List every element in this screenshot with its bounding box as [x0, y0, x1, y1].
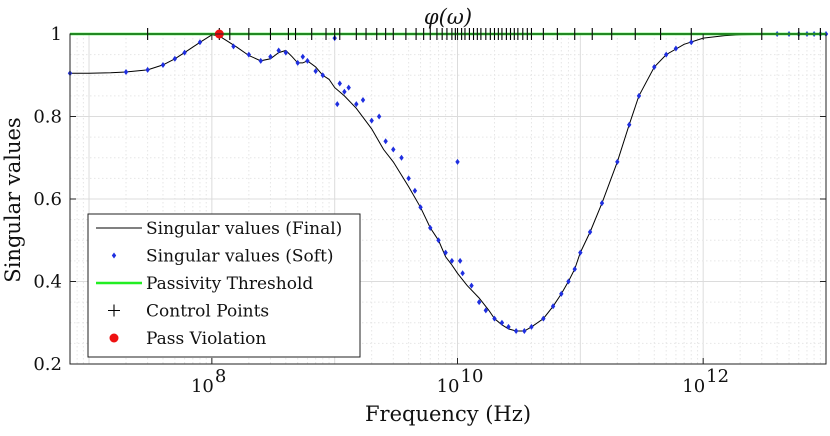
soft-marker: [483, 307, 489, 314]
x-tick-label-base: 10: [191, 376, 214, 397]
soft-marker: [492, 315, 497, 322]
x-tick-label-base: 10: [682, 376, 705, 397]
soft-marker: [376, 113, 382, 120]
y-tick-label: 1: [51, 24, 62, 45]
soft-marker: [418, 204, 423, 211]
soft-marker: [513, 328, 519, 334]
soft-marker: [231, 43, 236, 50]
legend-swatch-marker: [111, 252, 117, 259]
soft-marker: [689, 39, 694, 46]
soft-marker: [313, 68, 318, 75]
soft-marker: [295, 59, 300, 66]
soft-marker: [346, 84, 351, 91]
soft-marker: [354, 101, 359, 108]
soft-marker: [391, 146, 396, 153]
soft-marker: [449, 257, 455, 264]
soft-marker: [469, 282, 474, 289]
soft-marker: [572, 266, 577, 273]
soft-marker: [406, 175, 411, 182]
soft-marker: [559, 290, 564, 297]
soft-marker: [522, 328, 527, 334]
soft-marker: [636, 92, 642, 99]
soft-marker: [283, 49, 289, 56]
legend-label: Singular values (Final): [146, 219, 342, 239]
legend-label: Singular values (Soft): [146, 247, 334, 267]
soft-marker: [443, 249, 448, 256]
soft-marker: [276, 47, 281, 54]
legend-swatch-dot: [109, 333, 119, 343]
x-tick-label-base: 10: [437, 376, 460, 397]
soft-marker: [506, 323, 511, 330]
soft-marker: [246, 51, 252, 58]
y-tick-label: 0.2: [33, 354, 62, 375]
soft-marker: [566, 278, 571, 285]
soft-marker: [172, 55, 178, 62]
soft-marker: [615, 158, 620, 165]
soft-marker: [342, 88, 347, 95]
x-tick-label-exponent: 12: [706, 366, 729, 387]
soft-marker: [529, 323, 534, 330]
soft-marker: [436, 237, 441, 244]
legend-label: Pass Violation: [146, 329, 266, 349]
soft-marker: [541, 315, 546, 322]
soft-marker: [300, 53, 305, 60]
soft-marker: [182, 49, 187, 56]
soft-marker: [123, 68, 129, 75]
soft-marker: [652, 64, 657, 70]
soft-marker: [360, 97, 366, 103]
legend-swatch-plus: [108, 304, 120, 317]
y-axis-title: Singular values: [1, 117, 25, 282]
legend-box: [87, 213, 361, 358]
soft-marker: [320, 72, 325, 79]
soft-marker: [476, 299, 482, 306]
soft-marker: [550, 303, 556, 310]
soft-marker: [258, 57, 263, 64]
soft-marker: [197, 39, 203, 46]
x-tick-label-exponent: 10: [461, 366, 484, 387]
x-tick-label-exponent: 8: [215, 366, 226, 387]
soft-marker: [627, 121, 632, 128]
soft-marker: [337, 80, 342, 87]
legend-label: Control Points: [146, 302, 269, 322]
y-tick-label: 0.6: [33, 189, 62, 210]
legend: Singular values (Final) Singular values (…: [87, 213, 361, 358]
soft-marker: [455, 158, 460, 165]
legend-label: Passivity Threshold: [146, 274, 313, 294]
soft-marker: [335, 101, 340, 108]
soft-marker: [599, 200, 605, 207]
x-axis-title: Frequency (Hz): [365, 402, 531, 426]
soft-marker: [578, 249, 583, 256]
soft-marker: [268, 53, 273, 60]
soft-marker: [399, 154, 404, 161]
y-tick-label: 0.8: [33, 107, 62, 128]
soft-marker: [587, 229, 593, 235]
soft-marker: [673, 45, 679, 52]
soft-marker: [457, 257, 463, 264]
soft-marker: [428, 224, 433, 231]
soft-marker: [145, 66, 150, 73]
soft-marker: [460, 270, 465, 277]
soft-marker: [160, 61, 166, 68]
y-tick-label: 0.4: [33, 272, 62, 293]
chart-title: φ(ω): [424, 5, 472, 29]
soft-marker: [412, 187, 418, 194]
soft-marker: [369, 117, 374, 124]
soft-marker: [663, 51, 669, 58]
soft-marker: [305, 57, 310, 64]
soft-marker: [499, 319, 505, 326]
soft-marker: [383, 138, 388, 145]
